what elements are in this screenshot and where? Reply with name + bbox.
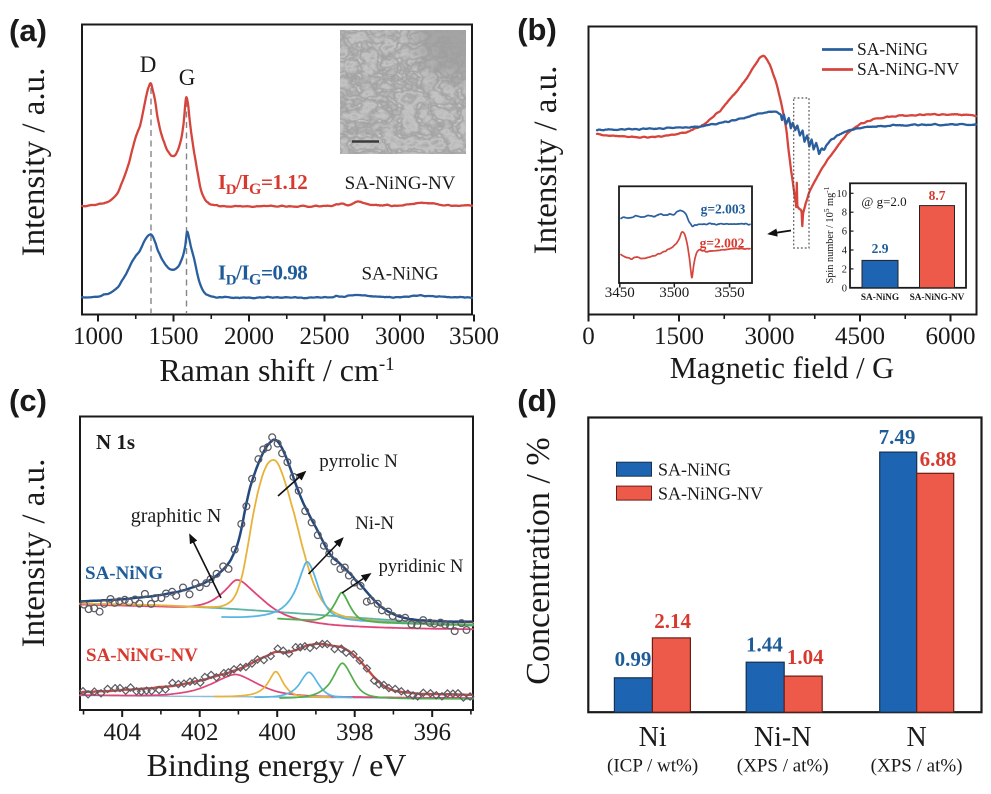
svg-text:g=2.003: g=2.003: [701, 202, 746, 217]
svg-text:3500: 3500: [659, 285, 689, 301]
svg-text:1000: 1000: [73, 323, 123, 350]
svg-text:(XPS / at%): (XPS / at%): [871, 756, 963, 777]
svg-text:SA-NiNG-NV: SA-NiNG-NV: [86, 645, 198, 666]
svg-text:3500: 3500: [449, 323, 499, 350]
svg-text:0.99: 0.99: [615, 647, 652, 671]
svg-text:(ICP / wt%): (ICP / wt%): [607, 756, 698, 777]
svg-text:(c): (c): [9, 383, 47, 418]
svg-text:2.9: 2.9: [872, 241, 889, 256]
svg-text:8: 8: [842, 208, 847, 219]
svg-text:4: 4: [842, 246, 848, 257]
svg-text:10: 10: [837, 189, 848, 200]
svg-text:g=2.002: g=2.002: [700, 236, 745, 251]
svg-text:6: 6: [842, 227, 847, 238]
svg-text:Intensity / a.u.: Intensity / a.u.: [528, 66, 564, 255]
svg-text:Ni: Ni: [639, 722, 667, 753]
svg-text:Intensity / a.u.: Intensity / a.u.: [16, 459, 52, 648]
svg-text:6000: 6000: [926, 323, 976, 350]
svg-text:G: G: [179, 65, 196, 90]
svg-text:2: 2: [842, 264, 847, 275]
svg-text:402: 402: [181, 719, 219, 746]
svg-text:Concentration / %: Concentration / %: [520, 437, 557, 684]
svg-text:4500: 4500: [835, 323, 885, 350]
svg-text:396: 396: [413, 719, 451, 746]
svg-text:SA-NiNG-NV: SA-NiNG-NV: [857, 59, 959, 79]
svg-text:404: 404: [103, 719, 141, 746]
svg-text:Magnetic field / G: Magnetic field / G: [670, 351, 894, 385]
svg-text:@ g=2.0: @ g=2.0: [861, 194, 906, 209]
svg-text:3550: 3550: [715, 285, 745, 301]
svg-text:N: N: [906, 722, 926, 753]
svg-text:SA-NiNG: SA-NiNG: [85, 563, 163, 584]
svg-text:SA-NiNG-NV: SA-NiNG-NV: [658, 484, 763, 504]
svg-text:pyrrolic N: pyrrolic N: [319, 451, 398, 472]
svg-text:D: D: [140, 52, 157, 77]
svg-text:Spin number / 105 mg-1: Spin number / 105 mg-1: [822, 186, 836, 283]
svg-text:7.49: 7.49: [879, 425, 916, 449]
svg-text:(b): (b): [517, 12, 557, 47]
svg-text:Raman shift / cm-1: Raman shift / cm-1: [159, 352, 394, 388]
svg-text:Intensity / a.u.: Intensity / a.u.: [16, 68, 52, 257]
svg-text:398: 398: [336, 719, 374, 746]
svg-text:1500: 1500: [149, 323, 199, 350]
svg-text:SA-NiNG-NV: SA-NiNG-NV: [345, 173, 456, 194]
svg-text:(d): (d): [517, 383, 557, 418]
svg-text:400: 400: [258, 719, 296, 746]
svg-text:2000: 2000: [224, 323, 274, 350]
svg-text:3450: 3450: [605, 285, 635, 301]
svg-text:1.04: 1.04: [787, 645, 824, 669]
svg-text:Binding energy / eV: Binding energy / eV: [147, 747, 407, 783]
svg-text:0: 0: [582, 323, 595, 350]
svg-text:SA-NiNG: SA-NiNG: [361, 264, 438, 285]
svg-text:SA-NiNG: SA-NiNG: [857, 39, 928, 59]
svg-text:Ni-N: Ni-N: [754, 722, 812, 753]
svg-text:SA-NiNG: SA-NiNG: [658, 460, 731, 480]
svg-text:SA-NiNG-NV: SA-NiNG-NV: [910, 293, 965, 303]
svg-text:N 1s: N 1s: [96, 430, 135, 454]
svg-text:3000: 3000: [745, 323, 795, 350]
svg-text:Ni-N: Ni-N: [355, 513, 394, 534]
svg-text:(XPS / at%): (XPS / at%): [737, 756, 829, 777]
svg-text:2500: 2500: [300, 323, 350, 350]
svg-text:pyridinic N: pyridinic N: [379, 557, 464, 577]
svg-text:graphitic N: graphitic N: [131, 505, 222, 527]
svg-text:1.44: 1.44: [746, 633, 783, 657]
svg-text:1500: 1500: [654, 323, 704, 350]
svg-text:6.88: 6.88: [920, 447, 957, 471]
svg-text:8.7: 8.7: [929, 188, 946, 203]
svg-text:(a): (a): [9, 13, 47, 48]
svg-text:0: 0: [842, 283, 847, 294]
svg-text:2.14: 2.14: [654, 609, 691, 633]
svg-text:3000: 3000: [375, 323, 425, 350]
svg-text:SA-NiNG: SA-NiNG: [861, 293, 899, 303]
